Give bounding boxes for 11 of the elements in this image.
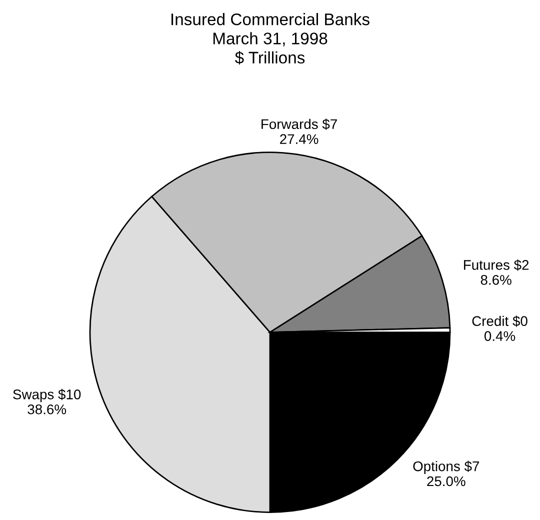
data-label: 38.6% [28, 404, 66, 414]
data-label: 25.0% [427, 476, 466, 486]
slice-label: Credit $0 [472, 316, 528, 327]
slice-label: Forwards $7 [262, 118, 337, 130]
data-label: 8.6% [480, 275, 512, 285]
data-label: 27.4% [280, 134, 318, 144]
slice-label: Options $7 [413, 460, 480, 474]
data-label: 0.4% [484, 331, 516, 341]
slice-label: Futures $2 [464, 259, 529, 271]
slice-label: Swaps $10 [13, 388, 81, 402]
chart-subtitle: Insured Commercial Banks March 31, 1998 $ Trillions [172, 13, 370, 65]
